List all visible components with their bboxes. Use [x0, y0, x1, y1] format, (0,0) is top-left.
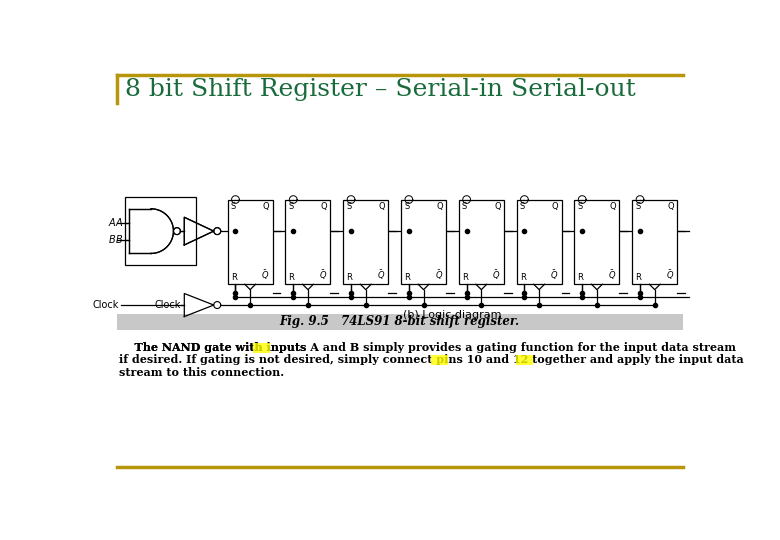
Text: R: R — [577, 273, 583, 282]
Text: $\bar{Q}$: $\bar{Q}$ — [319, 268, 328, 282]
Text: Q: Q — [494, 202, 501, 211]
Bar — [253, 343, 270, 353]
Text: Q: Q — [436, 202, 443, 211]
Text: S: S — [577, 202, 583, 211]
Bar — [343, 200, 388, 284]
Text: R: R — [462, 273, 468, 282]
Text: Clock: Clock — [93, 300, 119, 310]
Text: S: S — [289, 202, 294, 211]
Text: S: S — [462, 202, 467, 211]
Text: S: S — [404, 202, 410, 211]
Text: B: B — [115, 234, 122, 245]
Text: $\bar{Q}$: $\bar{Q}$ — [261, 268, 270, 282]
Bar — [459, 200, 504, 284]
Text: Q: Q — [263, 202, 270, 211]
Bar — [285, 200, 331, 284]
Text: Fig. 9.5   74LS91 8-bit shift register.: Fig. 9.5 74LS91 8-bit shift register. — [280, 315, 519, 328]
Bar — [633, 200, 677, 284]
Text: S: S — [346, 202, 352, 211]
Text: A: A — [108, 218, 115, 228]
Text: The NAND gate with inputs: The NAND gate with inputs — [119, 342, 310, 353]
Text: B: B — [108, 234, 115, 245]
Text: R: R — [231, 273, 236, 282]
Bar — [117, 314, 682, 330]
Text: if desired. If gating is not desired, simply connect pins 10 and 12 together and: if desired. If gating is not desired, si… — [119, 354, 744, 366]
Text: 8 bit Shift Register – Serial-in Serial-out: 8 bit Shift Register – Serial-in Serial-… — [125, 78, 636, 101]
Text: $\bar{Q}$: $\bar{Q}$ — [550, 268, 558, 282]
Text: R: R — [519, 273, 526, 282]
Text: $\bar{Q}$: $\bar{Q}$ — [492, 268, 501, 282]
Text: S: S — [636, 202, 640, 211]
Text: (b) Logic diagram: (b) Logic diagram — [403, 310, 502, 320]
Bar — [125, 197, 196, 265]
Text: Q: Q — [378, 202, 385, 211]
Text: S: S — [519, 202, 525, 211]
Text: R: R — [404, 273, 410, 282]
Text: $\bar{Q}$: $\bar{Q}$ — [434, 268, 443, 282]
Bar — [228, 200, 273, 284]
Text: Clock: Clock — [154, 300, 180, 310]
Text: S: S — [231, 202, 236, 211]
Text: stream to this connection.: stream to this connection. — [119, 367, 285, 377]
Text: $\bar{Q}$: $\bar{Q}$ — [608, 268, 616, 282]
Text: The NAND gate with inputs A and B simply provides a gating function for the inpu: The NAND gate with inputs A and B simply… — [119, 342, 736, 353]
Text: R: R — [346, 273, 353, 282]
Bar — [516, 355, 533, 365]
Text: Q: Q — [610, 202, 616, 211]
Bar — [401, 200, 446, 284]
Text: R: R — [636, 273, 641, 282]
Text: Q: Q — [668, 202, 674, 211]
Text: A: A — [115, 218, 122, 228]
Bar — [431, 355, 448, 365]
Text: Q: Q — [321, 202, 328, 211]
Text: $\bar{Q}$: $\bar{Q}$ — [666, 268, 674, 282]
Bar — [574, 200, 619, 284]
Bar — [516, 200, 562, 284]
Text: Q: Q — [552, 202, 558, 211]
Text: R: R — [289, 273, 295, 282]
Text: The NAND gate with inputs A: The NAND gate with inputs A — [119, 342, 323, 353]
Text: $\bar{Q}$: $\bar{Q}$ — [377, 268, 385, 282]
